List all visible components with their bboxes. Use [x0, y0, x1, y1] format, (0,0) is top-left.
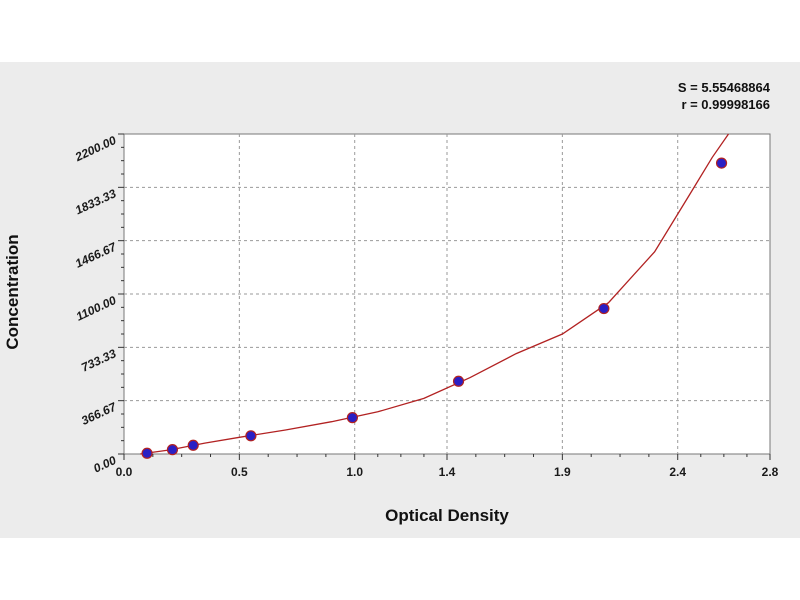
fit-curve-line: [140, 133, 730, 455]
x-tick-label: 0.0: [116, 465, 133, 479]
y-tick-label: 1466.67: [73, 239, 119, 271]
x-tick-label: 2.4: [669, 465, 686, 479]
x-tick-label: 1.9: [554, 465, 571, 479]
fit-curve-group: [140, 133, 730, 455]
y-tick-label: 0.00: [91, 453, 118, 476]
data-point: [187, 439, 199, 451]
data-points: [141, 157, 728, 459]
grid-lines: [124, 134, 770, 454]
x-axis-ticks: 0.0 0.5 1.0 1.4 1.9 2.4 2.8: [116, 454, 779, 479]
minor-ticks: [121, 146, 748, 457]
s-statistic: S = 5.55468864: [677, 80, 770, 95]
x-tick-label: 1.0: [346, 465, 363, 479]
r-statistic: r = 0.99998166: [681, 97, 770, 112]
y-tick-label: 1833.33: [73, 186, 119, 217]
x-tick-label: 1.4: [439, 465, 456, 479]
data-point: [346, 412, 359, 424]
data-point: [141, 447, 153, 459]
data-point: [452, 375, 465, 387]
x-tick-label: 2.8: [762, 465, 779, 479]
fit-statistics: S = 5.55468864 r = 0.99998166: [678, 79, 770, 113]
data-point: [166, 444, 179, 456]
data-point: [598, 302, 610, 315]
y-tick-label: 1100.00: [74, 293, 119, 324]
y-axis-title: Concentration: [3, 234, 22, 349]
data-point: [715, 157, 728, 169]
y-axis-ticks: 0.00 366.67 733.33 1100.00 1466.67 1833.33 220…: [72, 133, 124, 476]
y-tick-label: 733.33: [79, 346, 118, 374]
data-point: [245, 430, 257, 442]
x-tick-label: 0.5: [231, 465, 248, 479]
y-tick-label: 2200.00: [72, 133, 118, 165]
y-tick-label: 366.67: [79, 399, 119, 428]
x-axis-title: Optical Density: [385, 506, 509, 525]
